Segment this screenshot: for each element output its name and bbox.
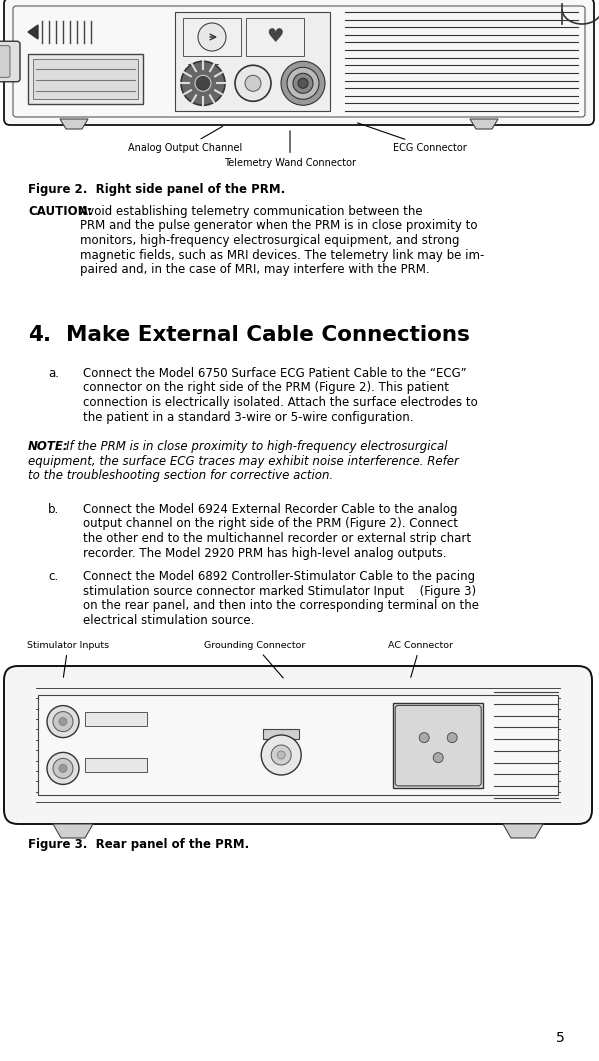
Text: Make External Cable Connections: Make External Cable Connections	[66, 325, 470, 345]
Text: connector on the right side of the PRM (Figure 2). This patient: connector on the right side of the PRM (…	[83, 382, 449, 395]
FancyBboxPatch shape	[395, 706, 481, 786]
Circle shape	[181, 62, 225, 105]
Circle shape	[298, 79, 308, 88]
Text: Connect the Model 6750 Surface ECG Patient Cable to the “ECG”: Connect the Model 6750 Surface ECG Patie…	[83, 367, 467, 380]
FancyBboxPatch shape	[0, 46, 10, 77]
Text: ~: ~	[199, 60, 208, 71]
Bar	[85, 758, 147, 771]
Text: equipment, the surface ECG traces may exhibit noise interference. Refer: equipment, the surface ECG traces may ex…	[28, 454, 459, 468]
Bar	[175, 12, 330, 111]
Polygon shape	[503, 824, 543, 838]
Text: Connect the Model 6924 External Recorder Cable to the analog: Connect the Model 6924 External Recorder…	[83, 503, 458, 516]
Polygon shape	[53, 824, 93, 838]
Text: the patient in a standard 3-wire or 5-wire configuration.: the patient in a standard 3-wire or 5-wi…	[83, 411, 413, 423]
Circle shape	[281, 62, 325, 105]
Circle shape	[245, 75, 261, 91]
Text: Analog Output Channel: Analog Output Channel	[128, 126, 242, 153]
Bar	[263, 729, 299, 740]
Circle shape	[47, 752, 79, 784]
Text: 5: 5	[556, 1031, 565, 1045]
Text: stimulation source connector marked Stimulator Input  (Figure 3): stimulation source connector marked Stim…	[83, 585, 476, 597]
Text: electrical stimulation source.: electrical stimulation source.	[83, 613, 255, 626]
Circle shape	[235, 66, 271, 101]
Text: on the rear panel, and then into the corresponding terminal on the: on the rear panel, and then into the cor…	[83, 599, 479, 612]
Bar	[85, 712, 147, 726]
Text: CAUTION:: CAUTION:	[28, 205, 92, 218]
Text: ECG Connector: ECG Connector	[358, 123, 467, 153]
Text: Telemetry Wand Connector: Telemetry Wand Connector	[224, 131, 356, 168]
Circle shape	[277, 751, 285, 759]
Text: Figure 2.  Right side panel of the PRM.: Figure 2. Right side panel of the PRM.	[28, 182, 285, 196]
Circle shape	[47, 706, 79, 737]
FancyBboxPatch shape	[4, 0, 594, 125]
Text: output channel on the right side of the PRM (Figure 2). Connect: output channel on the right side of the …	[83, 518, 458, 530]
Text: c.: c.	[48, 570, 58, 582]
Circle shape	[59, 717, 67, 726]
Polygon shape	[60, 119, 88, 129]
Text: connection is electrically isolated. Attach the surface electrodes to: connection is electrically isolated. Att…	[83, 396, 478, 408]
Text: a.: a.	[48, 367, 59, 380]
Text: b.: b.	[48, 503, 59, 516]
FancyBboxPatch shape	[4, 666, 592, 824]
Text: If the PRM is in close proximity to high-frequency electrosurgical: If the PRM is in close proximity to high…	[66, 440, 447, 453]
Bar	[393, 703, 483, 788]
Text: Figure 3.  Rear panel of the PRM.: Figure 3. Rear panel of the PRM.	[28, 838, 249, 851]
Text: monitors, high-frequency electrosurgical equipment, and strong: monitors, high-frequency electrosurgical…	[80, 234, 459, 247]
Bar	[183, 18, 241, 56]
Text: PRM and the pulse generator when the PRM is in close proximity to: PRM and the pulse generator when the PRM…	[80, 220, 477, 232]
Bar	[33, 59, 138, 99]
Circle shape	[419, 733, 429, 743]
Text: AC Connector: AC Connector	[388, 641, 452, 677]
Text: recorder. The Model 2920 PRM has high-level analog outputs.: recorder. The Model 2920 PRM has high-le…	[83, 546, 446, 559]
Bar	[38, 695, 558, 795]
Circle shape	[271, 745, 291, 765]
Text: Grounding Connector: Grounding Connector	[204, 641, 305, 678]
Bar	[246, 18, 304, 56]
Polygon shape	[470, 119, 498, 129]
Circle shape	[447, 733, 457, 743]
Text: ♥: ♥	[266, 28, 284, 47]
Text: 4.: 4.	[28, 325, 51, 345]
Circle shape	[59, 764, 67, 772]
Circle shape	[198, 23, 226, 51]
Circle shape	[53, 759, 73, 779]
Text: paired and, in the case of MRI, may interfere with the PRM.: paired and, in the case of MRI, may inte…	[80, 263, 429, 276]
Text: magnetic fields, such as MRI devices. The telemetry link may be im-: magnetic fields, such as MRI devices. Th…	[80, 248, 485, 261]
Bar	[28, 54, 143, 104]
Circle shape	[433, 752, 443, 763]
Circle shape	[261, 735, 301, 775]
FancyBboxPatch shape	[0, 41, 20, 82]
Circle shape	[195, 75, 211, 91]
Circle shape	[53, 712, 73, 732]
Circle shape	[293, 73, 313, 93]
Circle shape	[287, 67, 319, 100]
Text: NOTE:: NOTE:	[28, 440, 69, 453]
Text: Connect the Model 6892 Controller-Stimulator Cable to the pacing: Connect the Model 6892 Controller-Stimul…	[83, 570, 475, 582]
Text: Avoid establishing telemetry communication between the: Avoid establishing telemetry communicati…	[80, 205, 423, 218]
Text: the other end to the multichannel recorder or external strip chart: the other end to the multichannel record…	[83, 532, 471, 545]
Polygon shape	[28, 25, 38, 39]
Text: to the troubleshooting section for corrective action.: to the troubleshooting section for corre…	[28, 469, 333, 482]
Text: Stimulator Inputs: Stimulator Inputs	[27, 641, 109, 677]
